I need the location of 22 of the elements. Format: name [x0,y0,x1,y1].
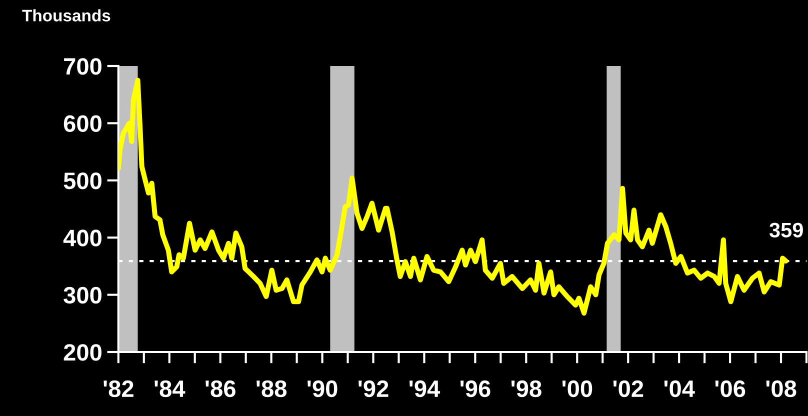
x-tick-label: '02 [613,380,644,398]
x-tick-label: '00 [562,380,592,398]
x-tick-label: '06 [715,380,746,398]
ref-line-label: 359 [769,222,803,238]
x-tick-label: '88 [256,380,287,398]
y-tick-label: 200 [64,344,102,361]
x-tick-label: '98 [511,380,542,398]
x-tick-label: '92 [358,380,388,398]
y-tick-label: 400 [63,230,102,246]
x-tick-label: '90 [308,380,338,398]
y-tick-label: 500 [64,172,102,190]
x-tick-label: '04 [664,380,695,398]
y-tick-label: 700 [64,58,102,75]
x-tick-label: '94 [410,380,440,398]
x-tick-label: '82 [104,380,134,398]
y-tick-label: 300 [64,286,102,304]
y-tick-label: 600 [64,115,102,132]
y-axis-title: Thousands [22,9,110,22]
x-tick-label: '84 [154,380,186,398]
x-tick-label: '08 [766,380,796,398]
x-tick-label: '86 [206,380,236,398]
x-tick-label: '96 [460,380,490,398]
